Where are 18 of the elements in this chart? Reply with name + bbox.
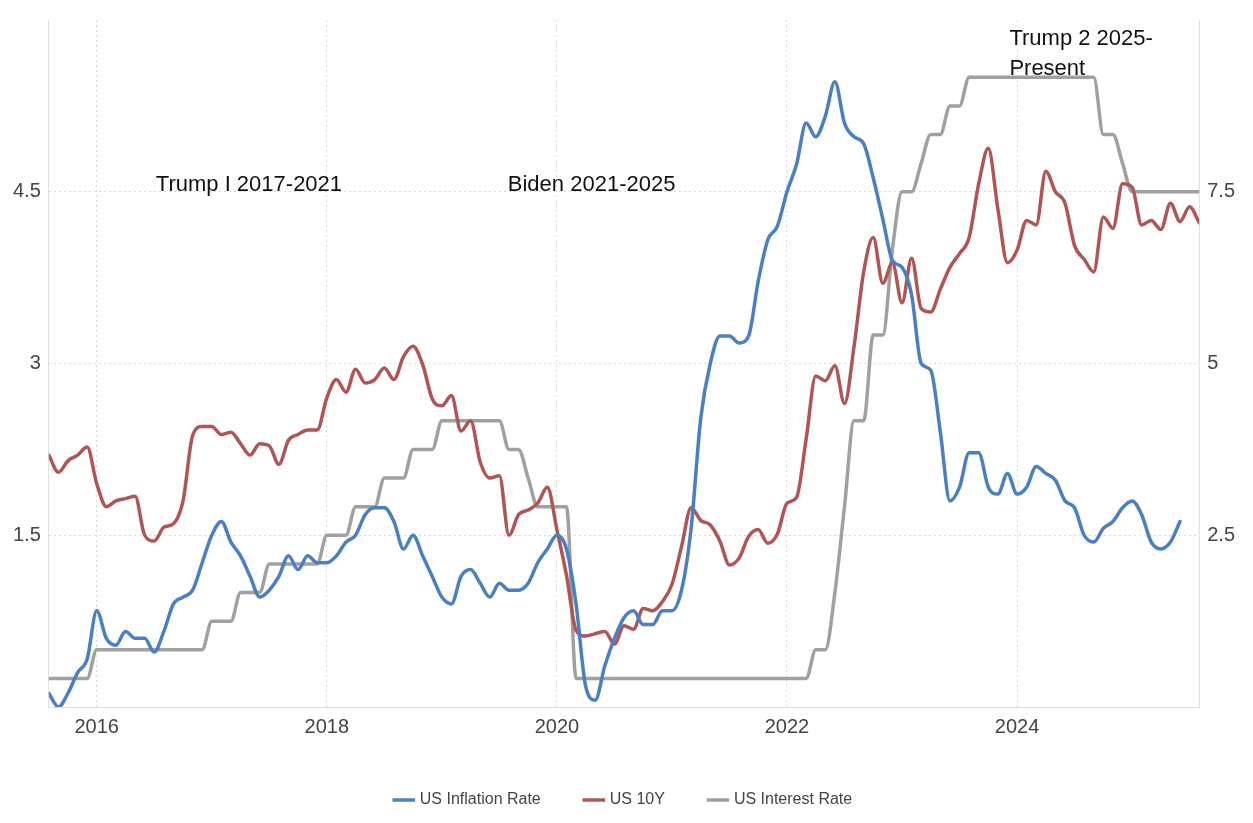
y-tick-label: 3 bbox=[29, 351, 41, 374]
x-tick-label: 2020 bbox=[534, 714, 580, 737]
y-tick-label: 1.5 bbox=[12, 522, 41, 545]
x-tick-label: 2018 bbox=[304, 714, 350, 737]
annotation: Trump I 2017-2021 bbox=[155, 170, 343, 196]
legend-label: US Interest Rate bbox=[733, 790, 853, 808]
annotation: Biden 2021-2025 bbox=[507, 170, 676, 196]
x-tick-label: 2016 bbox=[74, 714, 119, 737]
x-tick-label: 2022 bbox=[764, 714, 810, 737]
y2-tick-label: 2.5 bbox=[1207, 522, 1236, 545]
legend-label: US Inflation Rate bbox=[419, 790, 541, 808]
y2-tick-label: 5 bbox=[1207, 351, 1219, 374]
y2-tick-label: 7.5 bbox=[1207, 179, 1236, 202]
annotation: Trump 2 2025-Present bbox=[1009, 25, 1153, 81]
line-series bbox=[48, 146, 1200, 646]
legend-label: US 10Y bbox=[609, 790, 666, 808]
x-tick-label: 2024 bbox=[994, 714, 1040, 737]
y-tick-label: 4.5 bbox=[12, 179, 41, 202]
